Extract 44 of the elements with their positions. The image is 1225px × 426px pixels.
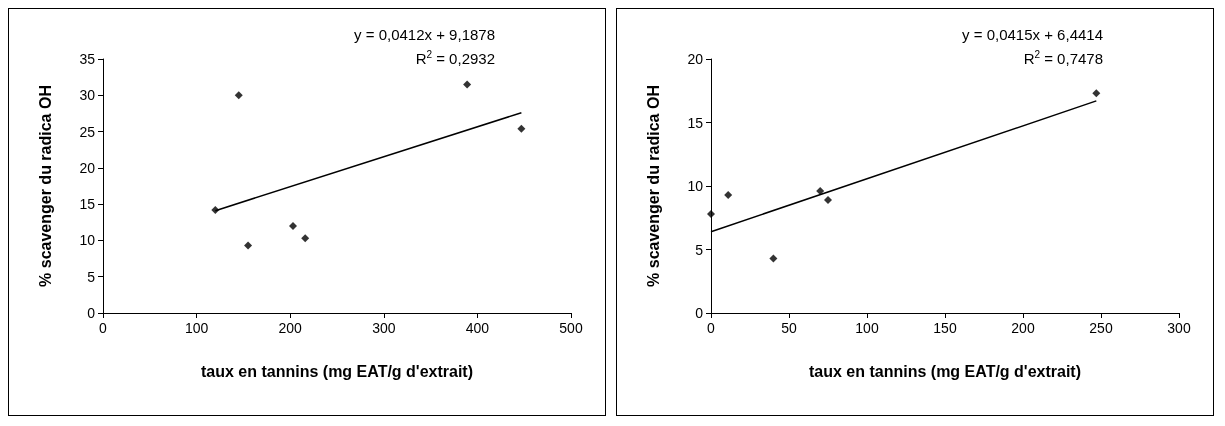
x-tick-label: 150 <box>933 320 957 336</box>
point <box>211 205 220 214</box>
point <box>301 234 310 243</box>
y-axis-title: % scavenger du radica OH <box>644 85 662 287</box>
y-tick-label: 20 <box>79 159 96 176</box>
point <box>769 254 778 263</box>
x-tick-label: 100 <box>184 320 209 336</box>
y-tick-label: 15 <box>687 114 704 131</box>
x-tick-label: 0 <box>99 320 108 336</box>
x-tick-label: 100 <box>855 320 879 336</box>
y-tick-label: 5 <box>695 241 704 258</box>
x-tick-label: 200 <box>1011 320 1035 336</box>
y-axis-title: % scavenger du radica OH <box>36 85 54 287</box>
y-tick-label: 5 <box>87 268 96 285</box>
text: y = 0,0412x + 9,1878 <box>354 26 496 43</box>
x-tick-label: 50 <box>781 320 797 336</box>
point <box>517 124 526 133</box>
y-tick-label: 35 <box>79 51 96 67</box>
x-tick-label: 0 <box>707 320 716 336</box>
x-axis-title: taux en tannins (mg EAT/g d'extrait) <box>201 362 473 380</box>
y-tick-label: 0 <box>695 305 704 321</box>
x-tick-label: 500 <box>559 320 583 336</box>
point <box>1092 89 1101 98</box>
point <box>724 190 733 199</box>
y-tick-label: 30 <box>79 87 96 104</box>
x-tick-label: 300 <box>1167 320 1191 336</box>
y-tick-label: 15 <box>79 196 96 213</box>
point <box>463 80 472 89</box>
point <box>289 221 298 230</box>
x-tick-label: 400 <box>465 320 490 336</box>
point <box>824 195 832 204</box>
y-tick-label: 10 <box>79 232 96 249</box>
x-axis-title: taux en tannins (mg EAT/g d'extrait) <box>809 362 1081 380</box>
y-tick-label: 10 <box>687 178 704 194</box>
point <box>244 241 253 250</box>
x-tick-label: 250 <box>1089 320 1113 336</box>
point <box>234 91 243 100</box>
point <box>707 209 715 218</box>
y-tick-label: 25 <box>79 123 96 140</box>
y-tick-label: 20 <box>687 51 704 67</box>
x-tick-label: 200 <box>278 320 303 336</box>
x-tick-label: 300 <box>372 320 396 336</box>
y-tick-label: 0 <box>87 305 96 321</box>
text: y = 0,0415x + 6,4414 <box>962 26 1104 43</box>
